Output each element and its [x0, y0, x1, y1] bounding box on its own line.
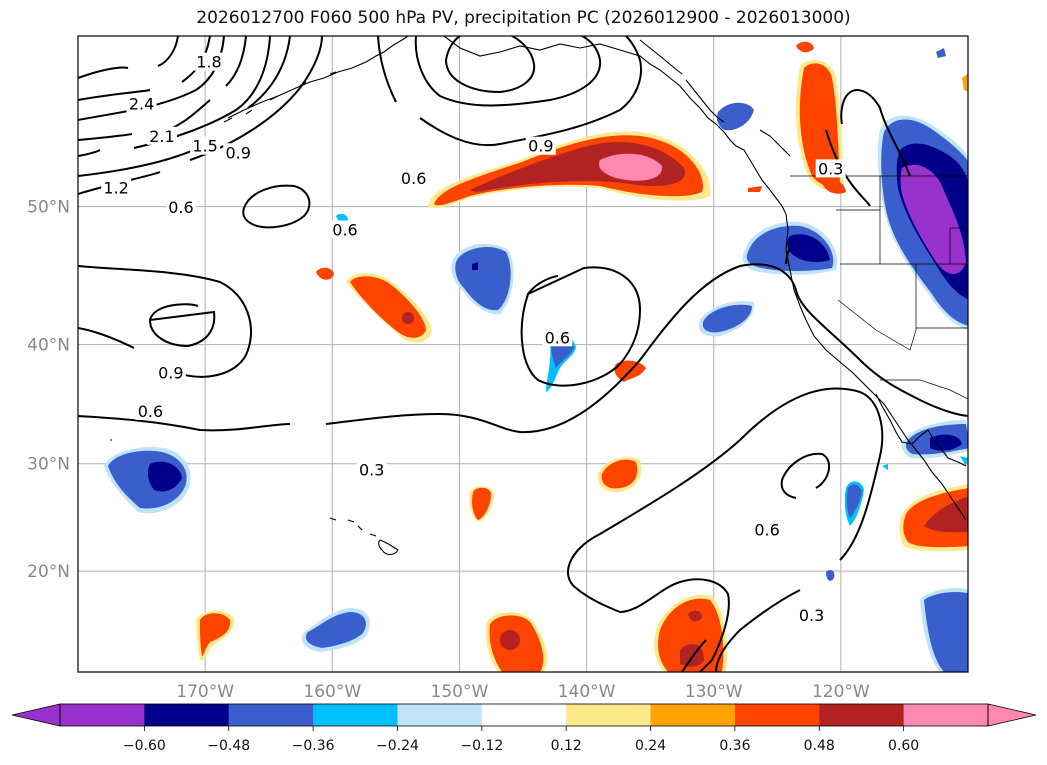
- lon-tick-label: 160°W: [303, 682, 361, 702]
- colorbar-tick-label: 0.48: [804, 738, 835, 754]
- contour-label-bg: [101, 178, 132, 197]
- contour-label: 0.9: [225, 143, 250, 162]
- plot-frame: [77, 35, 969, 673]
- colorbar-swatch: [313, 704, 398, 726]
- contour-label-bg: [165, 198, 196, 217]
- colorbar-swatch: [481, 704, 567, 726]
- contour-label: 0.3: [818, 159, 843, 178]
- colorbar-tick-label: 0.24: [635, 738, 666, 754]
- contour-label: 0.6: [332, 220, 357, 239]
- political-borders: [790, 175, 968, 400]
- colorbar-tick-label: −0.48: [207, 738, 250, 754]
- pv-contour-0.6-loop: [242, 184, 311, 229]
- pv-contour-0.6-alaska: [377, 36, 642, 147]
- pv-contour-0.6-loop-right: [780, 452, 831, 499]
- colorbar: −0.60 −0.48 −0.36 −0.24 −0.12 0.12 0.24 0.36 0.4…: [11, 703, 1037, 754]
- hawaii-islands: [329, 517, 399, 556]
- pv-contour-0.9-alaska: [414, 36, 602, 107]
- contour-labels: 2.4 2.1 1.8 1.5 1.2 0.9 0.6 0.6 0.6 0.9 0.9 0.6 0.6 0…: [101, 52, 846, 625]
- baja-peninsula: [875, 393, 967, 467]
- contour-label-bg: [796, 606, 827, 625]
- contour-label-bg: [146, 126, 177, 145]
- contour-label: 0.6: [138, 402, 163, 421]
- colorbar-tick-label: 0.12: [551, 738, 582, 754]
- us-west-coast: [785, 213, 967, 521]
- lon-tick-label: 150°W: [431, 682, 489, 702]
- pv-contour-2.4: [78, 36, 179, 79]
- colorbar-swatch: [650, 704, 736, 726]
- precip-positive-areas: [196, 41, 968, 672]
- contour-label-bg: [815, 159, 846, 178]
- contour-label-bg: [135, 401, 166, 420]
- lat-tick-label: 30°N: [27, 455, 70, 475]
- colorbar-tick-label: −0.12: [460, 738, 503, 754]
- pv-contour-0.6-mid: [520, 266, 642, 387]
- contour-label-bg: [398, 168, 429, 187]
- contour-label-bg: [190, 136, 221, 155]
- precip-negative-areas: [104, 48, 968, 672]
- contour-label: 1.2: [103, 178, 128, 197]
- colorbar-swatch: [228, 704, 314, 726]
- pv-contour-0.9-west: [148, 303, 216, 348]
- contour-label-bg: [525, 136, 556, 155]
- colorbar-swatch: [144, 704, 230, 726]
- contour-label: 2.4: [129, 94, 154, 113]
- lat-tick-label: 40°N: [27, 336, 70, 356]
- contour-label-bg: [126, 94, 157, 113]
- pv-contour-0.6-west: [78, 265, 252, 378]
- colorbar-swatch: [397, 704, 483, 726]
- colorbar-extend-max: [987, 703, 1037, 727]
- contour-label-bg: [193, 52, 224, 71]
- aleutian-islands: [227, 36, 409, 119]
- pv-contours: [78, 36, 968, 672]
- lon-tick-label: 140°W: [558, 682, 616, 702]
- contour-label: 0.9: [528, 137, 553, 156]
- lon-tick-label: 130°W: [685, 682, 743, 702]
- colorbar-swatch: [903, 704, 989, 726]
- lon-tick-label: 120°W: [812, 682, 870, 702]
- map-title: 2026012700 F060 500 hPa PV, precipitatio…: [196, 8, 851, 28]
- colorbar-tick-label: −0.24: [376, 738, 419, 754]
- colorbar-tick-label: −0.60: [123, 738, 166, 754]
- contour-label: 1.8: [196, 53, 221, 72]
- contour-label-bg: [542, 328, 573, 347]
- colorbar-tick-label: −0.36: [292, 738, 335, 754]
- colorbar-swatch: [734, 704, 820, 726]
- pv-contour-0.3: [78, 263, 968, 434]
- longitude-labels: 170°W 160°W 150°W 140°W 130°W 120°W: [176, 682, 870, 702]
- contour-label: 0.6: [545, 328, 570, 347]
- contour-label: 1.5: [192, 137, 217, 156]
- contour-label: 0.6: [168, 198, 193, 217]
- lon-tick-label: 170°W: [176, 682, 234, 702]
- colorbar-swatch: [60, 704, 145, 726]
- contour-label-bg: [155, 363, 186, 382]
- colorbar-extend-min: [11, 703, 61, 727]
- lat-tick-label: 20°N: [27, 562, 70, 582]
- colorbar-swatch: [566, 704, 652, 726]
- colorbar-swatch: [819, 704, 905, 726]
- graticule: [78, 36, 968, 672]
- contour-label: 0.3: [799, 606, 824, 625]
- pv-contour-1.2-alaska: [445, 36, 536, 94]
- contour-label-bg: [223, 143, 254, 162]
- colorbar-tick-label: 0.36: [719, 738, 750, 754]
- colorbar-tick-label: 0.60: [888, 738, 919, 754]
- contour-label: 0.6: [401, 169, 426, 188]
- contour-label-bg: [752, 520, 783, 539]
- contour-label: 2.1: [149, 127, 174, 146]
- coastlines: [110, 36, 967, 556]
- pv-contour-0.3-lower: [567, 387, 884, 672]
- alaska-coast: [443, 36, 787, 215]
- lat-tick-label: 50°N: [27, 198, 70, 218]
- contour-label: 0.9: [158, 363, 183, 382]
- contour-label-bg: [356, 460, 387, 479]
- pv-contour-0.3-coast: [825, 89, 911, 207]
- contour-label: 0.6: [754, 520, 779, 539]
- colorbar-frame: [59, 703, 989, 727]
- contour-label-bg: [330, 220, 360, 239]
- contour-label: 0.3: [359, 460, 384, 479]
- latitude-labels: 50°N 40°N 30°N 20°N: [27, 198, 70, 583]
